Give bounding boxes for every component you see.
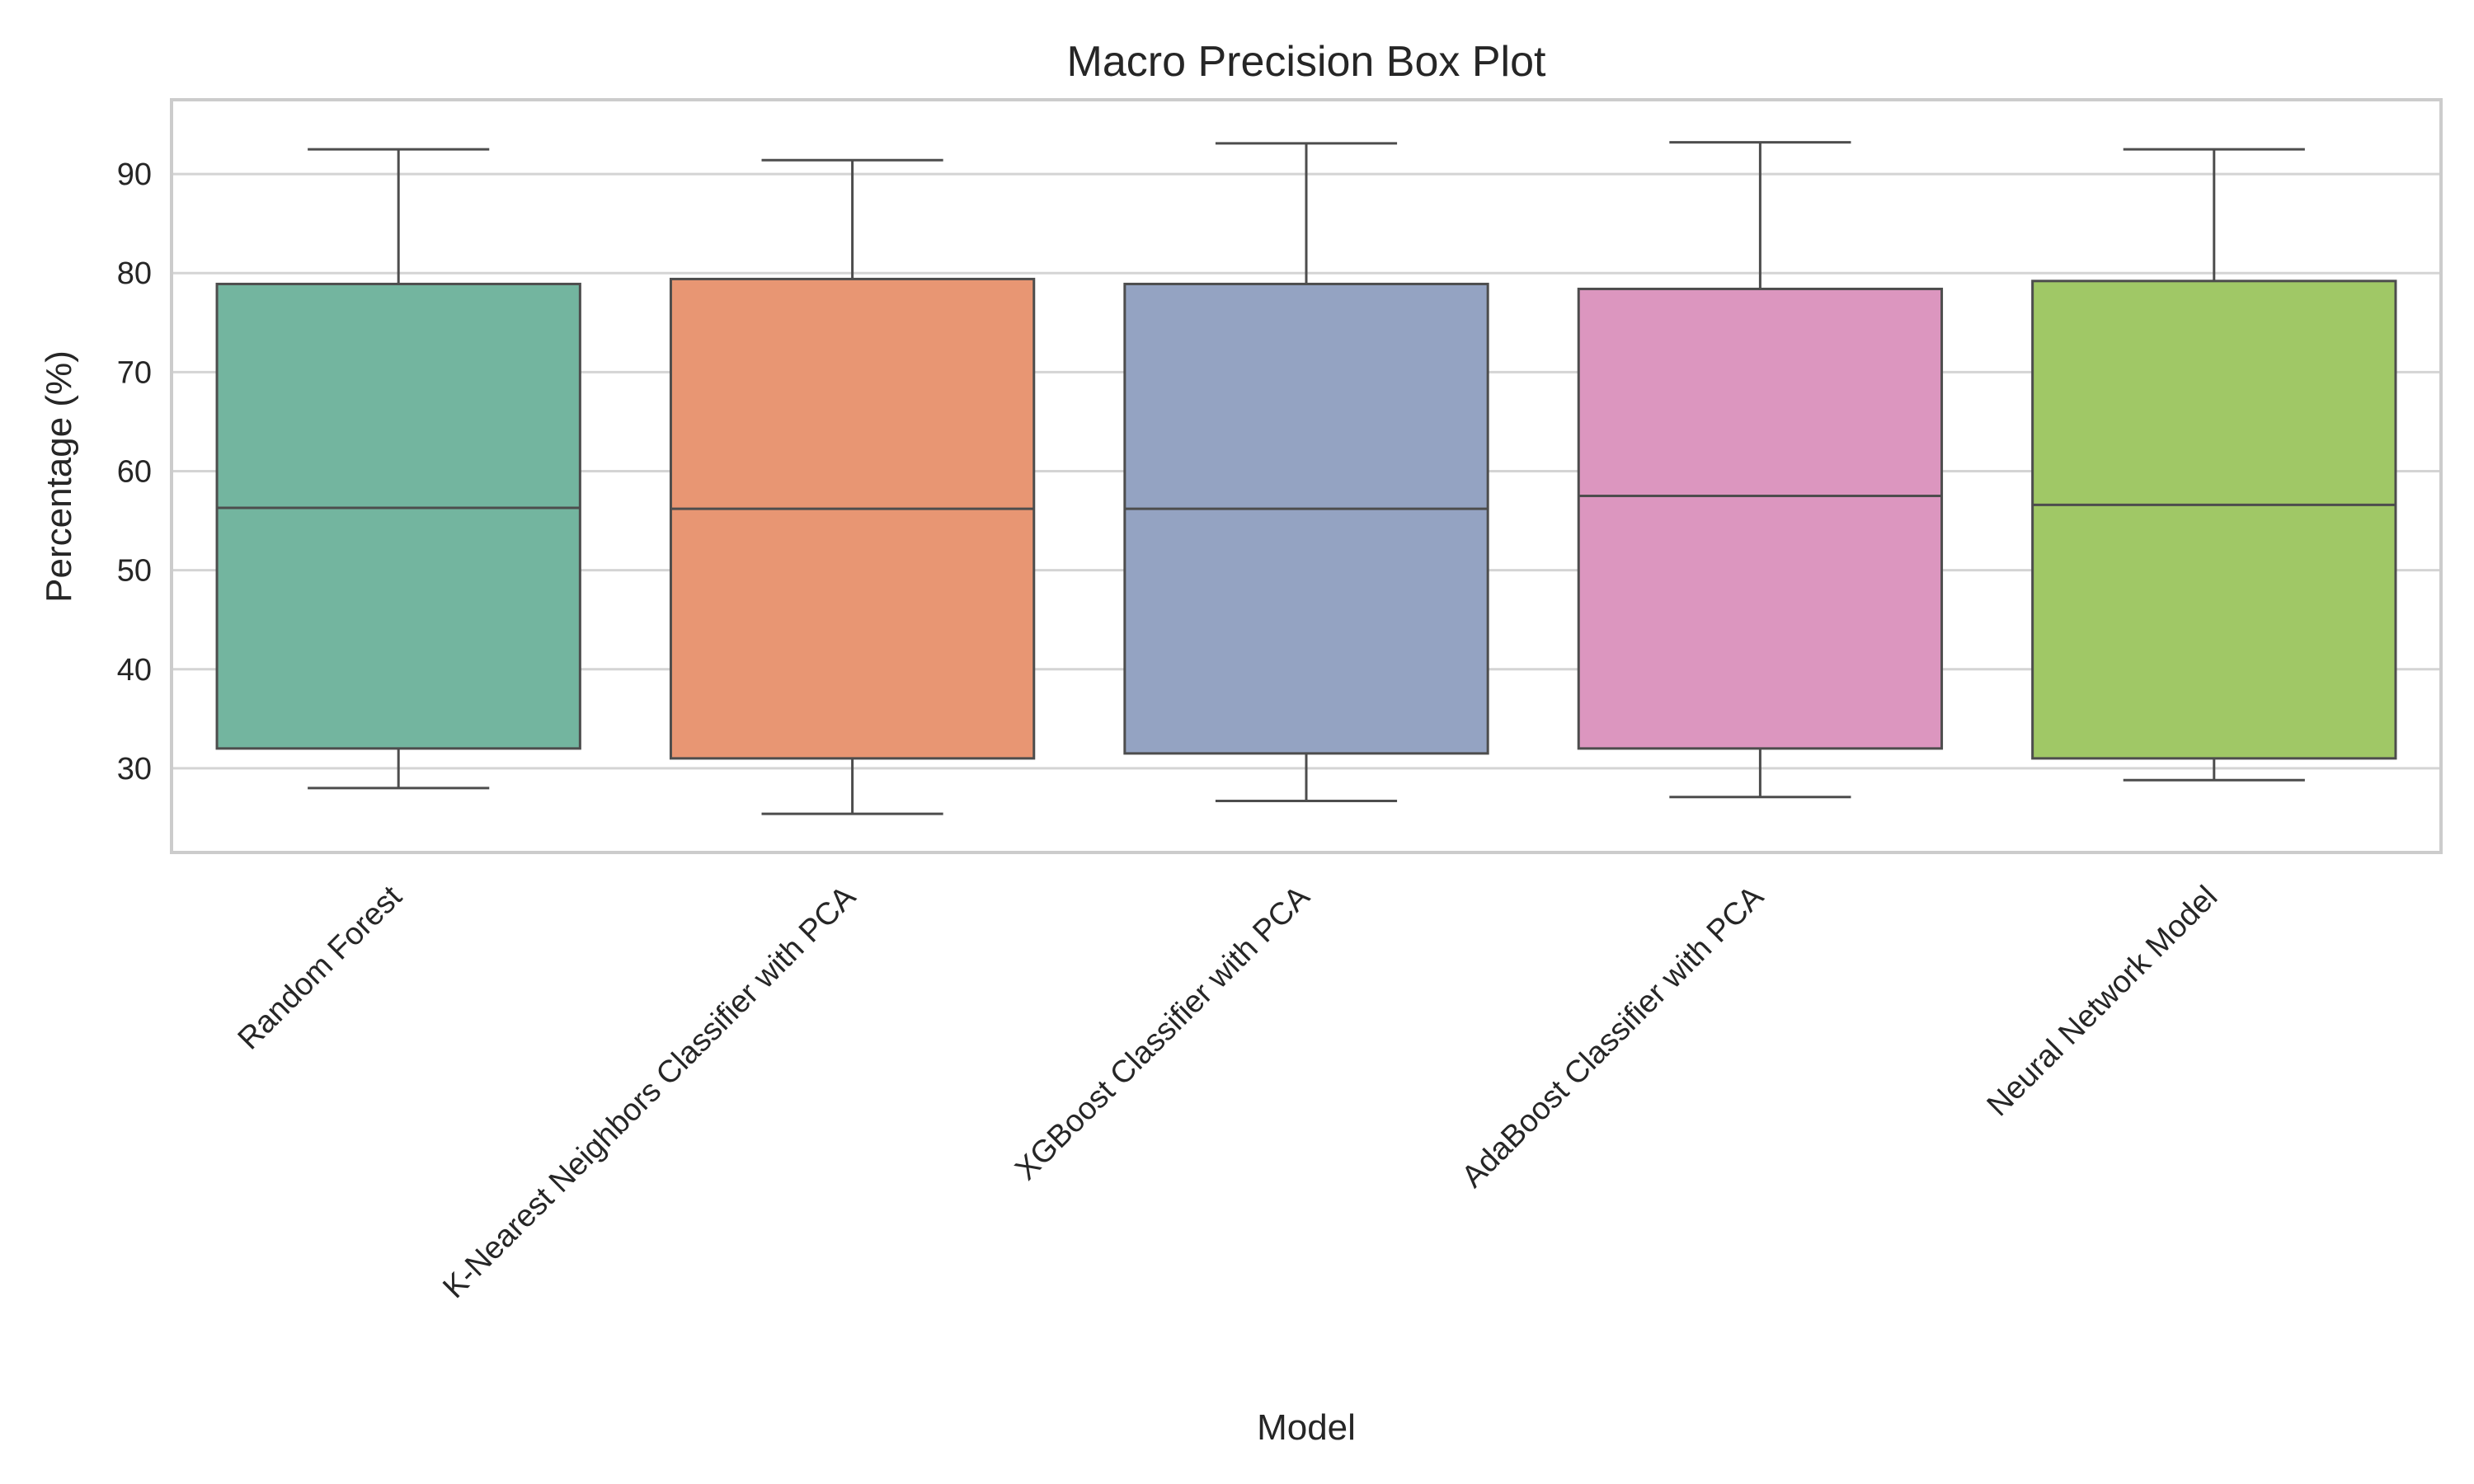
iqr-box (669, 277, 1036, 760)
box-layer (215, 141, 2397, 815)
iqr-box (215, 282, 581, 750)
x-tick-label: Random Forest (232, 879, 409, 1056)
box-group (1577, 141, 1944, 799)
box-group (215, 148, 581, 790)
iqr-box (2031, 279, 2397, 760)
y-tick-label: 90 (117, 157, 152, 192)
box-group (669, 158, 1036, 815)
x-tick-labels: Random Forest K-Nearest Neighbors Classif… (232, 879, 2224, 1305)
y-tick-label: 80 (117, 256, 152, 291)
y-tick-label: 60 (117, 454, 152, 489)
y-tick-label: 40 (117, 653, 152, 688)
box-group (2031, 148, 2397, 782)
chart-title: Macro Precision Box Plot (1067, 38, 1546, 86)
y-tick-label: 70 (117, 355, 152, 390)
y-tick-labels: 30 40 50 60 70 80 90 (117, 157, 152, 787)
x-tick-label: Neural Network Model (1981, 880, 2225, 1124)
iqr-box (1577, 287, 1944, 750)
y-tick-label: 50 (117, 554, 152, 589)
x-axis-label: Model (1257, 1407, 1356, 1448)
x-tick-label: AdaBoost Classifier with PCA (1456, 879, 1771, 1195)
box-group (1123, 142, 1489, 803)
x-tick-label: K-Nearest Neighbors Classifier with PCA (436, 879, 863, 1305)
x-tick-label: XGBoost Classifier with PCA (1009, 879, 1317, 1187)
iqr-box (1123, 282, 1489, 755)
y-tick-label: 30 (117, 752, 152, 787)
plot-frame (170, 98, 2443, 854)
y-axis-label: Percentage (%) (39, 350, 79, 603)
